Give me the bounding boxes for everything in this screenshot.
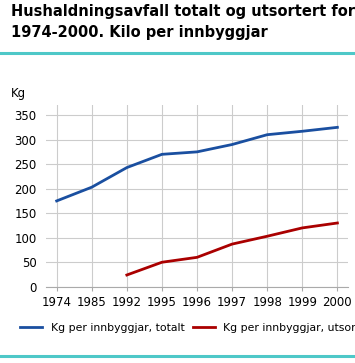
Text: Hushaldningsavfall totalt og utsortert for gjenvinning.: Hushaldningsavfall totalt og utsortert f…	[11, 4, 355, 19]
Legend: Kg per innbyggjar, totalt, Kg per innbyggjar, utsortert: Kg per innbyggjar, totalt, Kg per innbyg…	[16, 319, 355, 338]
Text: Kg: Kg	[11, 87, 26, 100]
Text: 1974-2000. Kilo per innbyggjar: 1974-2000. Kilo per innbyggjar	[11, 25, 267, 40]
